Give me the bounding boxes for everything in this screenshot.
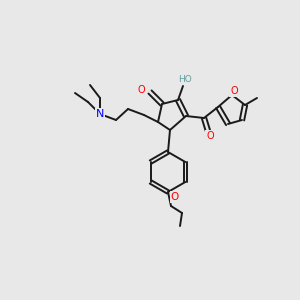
Text: N: N	[96, 109, 104, 119]
Text: O: O	[206, 131, 214, 141]
Text: O: O	[137, 85, 145, 95]
Text: HO: HO	[178, 76, 192, 85]
Text: O: O	[170, 192, 178, 202]
Text: O: O	[230, 86, 238, 96]
